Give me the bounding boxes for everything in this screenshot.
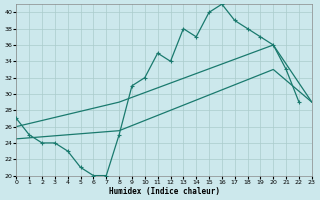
- X-axis label: Humidex (Indice chaleur): Humidex (Indice chaleur): [108, 187, 220, 196]
